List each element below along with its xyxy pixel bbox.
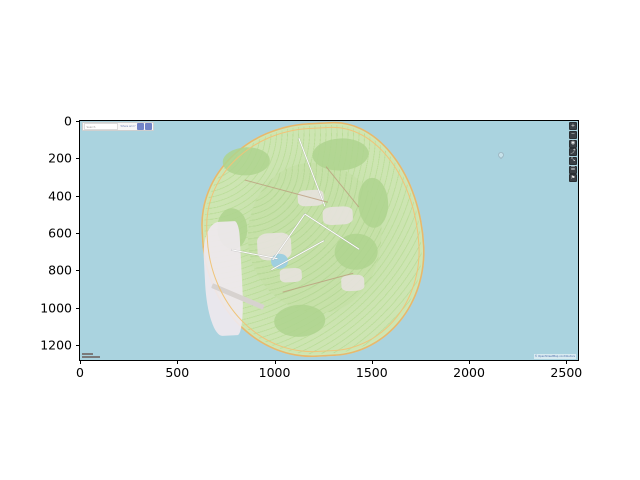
x-tick-label: 0 xyxy=(76,365,84,380)
axis-spine-left xyxy=(79,120,80,361)
x-tick-mark xyxy=(177,360,179,364)
y-tick-mark xyxy=(75,158,79,160)
x-tick-mark xyxy=(274,360,276,364)
search-go-button[interactable] xyxy=(137,123,144,130)
y-tick-label: 1000 xyxy=(40,300,72,316)
scale-bar-primary xyxy=(82,356,100,358)
y-tick-label: 800 xyxy=(48,262,72,278)
search-input[interactable]: Search xyxy=(84,123,118,130)
y-tick-mark xyxy=(75,307,79,309)
axis-spine-top xyxy=(79,120,579,121)
map-axes[interactable]: Search Where am I? + − ◉ ⤴ ⤡ ☰ ⚑ xyxy=(40,114,582,381)
map-attribution[interactable]: © OpenStreetMap contributors xyxy=(533,354,576,359)
island-surface xyxy=(199,121,427,360)
y-tick-mark xyxy=(75,195,79,197)
scale-bar-secondary xyxy=(82,353,93,355)
measure-icon[interactable]: ⤡ xyxy=(569,156,577,165)
map-search-bar[interactable]: Search Where am I? xyxy=(82,122,154,131)
zoom-control-group[interactable]: + − xyxy=(569,122,577,139)
x-tick-label: 1000 xyxy=(258,365,291,380)
y-tick-label: 200 xyxy=(48,150,72,166)
map-tool-panel[interactable]: + − ◉ ⤴ ⤡ ☰ ⚑ xyxy=(569,122,577,182)
y-tick-mark xyxy=(75,233,79,235)
x-tick-label: 2000 xyxy=(453,365,485,380)
y-tick-mark xyxy=(75,345,79,347)
axis-spine-bottom xyxy=(79,360,579,361)
search-locate-button[interactable] xyxy=(145,123,152,130)
x-tick-label: 2500 xyxy=(550,365,583,380)
share-icon[interactable]: ⤴ xyxy=(569,148,577,156)
layers-icon[interactable]: ☰ xyxy=(569,165,577,174)
marker-icon[interactable]: ⚑ xyxy=(569,174,577,182)
y-tick-label: 1200 xyxy=(40,337,72,353)
x-tick-mark xyxy=(469,360,471,364)
axis-spine-right xyxy=(578,120,579,361)
x-tick-mark xyxy=(371,360,373,364)
utility-control-group[interactable]: ◉ ⤴ ⤡ xyxy=(569,139,577,165)
x-tick-label: 1500 xyxy=(355,365,388,380)
map-canvas[interactable]: Search Where am I? + − ◉ ⤴ ⤡ ☰ ⚑ xyxy=(80,121,578,360)
zoom-in-icon[interactable]: + xyxy=(569,122,577,130)
y-tick-mark xyxy=(75,270,79,272)
y-tick-label: 400 xyxy=(48,188,72,204)
island-landmass xyxy=(196,121,430,360)
layer-control-group[interactable]: ☰ ⚑ xyxy=(569,165,577,182)
y-tick-label: 600 xyxy=(48,225,72,241)
x-tick-label: 500 xyxy=(165,365,190,380)
y-tick-label: 0 xyxy=(64,113,72,129)
x-tick-mark xyxy=(566,360,568,364)
x-tick-mark xyxy=(80,360,81,364)
zoom-out-icon[interactable]: − xyxy=(569,130,577,139)
where-am-i-link[interactable]: Where am I? xyxy=(120,125,136,128)
map-scale-bar xyxy=(82,349,100,358)
locate-icon[interactable]: ◉ xyxy=(569,139,577,148)
y-tick-mark xyxy=(75,121,79,122)
